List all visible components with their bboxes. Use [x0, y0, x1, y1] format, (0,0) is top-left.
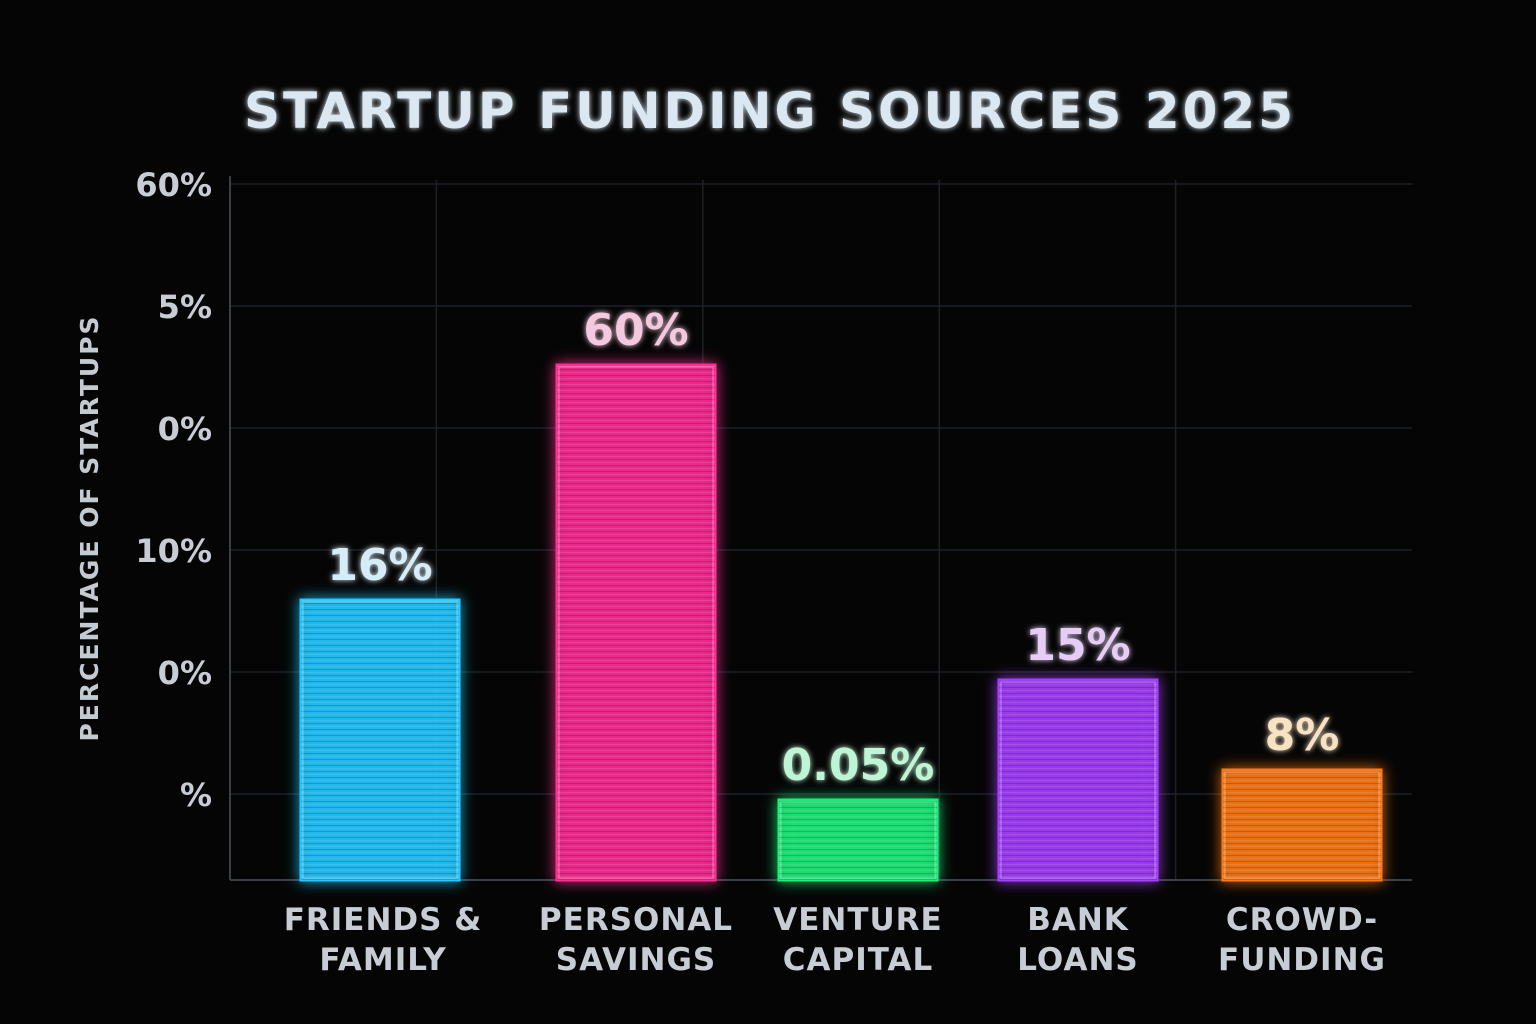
x-tick-label-line: CROWD- — [1226, 902, 1378, 938]
y-tick-label: 60% — [135, 166, 212, 204]
bar-edge — [558, 366, 714, 879]
grid-lines — [230, 180, 1412, 880]
bar-edge — [1000, 681, 1156, 879]
y-tick-label: 0% — [158, 410, 212, 448]
bar-value-label: 60% — [583, 305, 688, 356]
x-tick-label-line: FAMILY — [319, 942, 446, 978]
bar-value-label: 0.05% — [782, 740, 935, 791]
x-tick-label-line: SAVINGS — [556, 942, 716, 978]
bar-edge — [780, 801, 936, 879]
bars — [299, 363, 1383, 882]
x-tick-label-line: BANK — [1027, 902, 1129, 938]
x-tick-label-line: FUNDING — [1218, 942, 1386, 978]
x-tick-label-line: FRIENDS & — [284, 902, 483, 938]
bar-value-label: 8% — [1265, 710, 1340, 761]
bar — [997, 678, 1159, 882]
y-axis-ticks: 60% 5% 0% 10% 0%% — [135, 166, 212, 814]
bar-edge — [302, 601, 458, 879]
bar — [1221, 768, 1383, 882]
y-tick-label: 10% — [135, 532, 212, 570]
bar — [555, 363, 717, 882]
x-tick-label: VENTURE CAPITAL — [773, 902, 942, 978]
x-tick-label-line: PERSONAL — [539, 902, 733, 938]
bar — [299, 598, 461, 882]
y-tick-label: 0% — [158, 654, 212, 692]
x-axis-ticks: FRIENDS & FAMILY PERSONAL SAVINGS VENTURE CAP… — [284, 902, 1386, 978]
x-tick-label: FRIENDS & FAMILY — [284, 902, 483, 978]
x-tick-label: PERSONAL SAVINGS — [539, 902, 733, 978]
x-tick-label: CROWD- FUNDING — [1218, 902, 1386, 978]
bar-texture — [557, 365, 715, 880]
bar-edge — [1224, 771, 1380, 879]
bar — [777, 798, 939, 882]
x-tick-label: BANK LOANS — [1017, 902, 1138, 978]
bar-texture — [1223, 770, 1381, 880]
bar-texture — [999, 680, 1157, 880]
x-tick-label-line: VENTURE — [773, 902, 942, 938]
bar-texture — [779, 800, 937, 880]
x-tick-label-line: CAPITAL — [783, 942, 933, 978]
chart-title: STARTUP FUNDING SOURCES 2025 — [244, 82, 1296, 140]
y-tick-label: 5% — [158, 288, 212, 326]
x-tick-label-line: LOANS — [1017, 942, 1138, 978]
bar-texture — [301, 600, 459, 880]
bar-value-label: 15% — [1025, 620, 1130, 671]
y-tick-label: % — [180, 776, 212, 814]
y-axis-label: PERCENTAGE OF STARTUPS — [75, 314, 104, 741]
bar-value-label: 16% — [327, 540, 432, 591]
value-labels: 16% 60% 0.05% 15% 8% — [327, 305, 1339, 791]
